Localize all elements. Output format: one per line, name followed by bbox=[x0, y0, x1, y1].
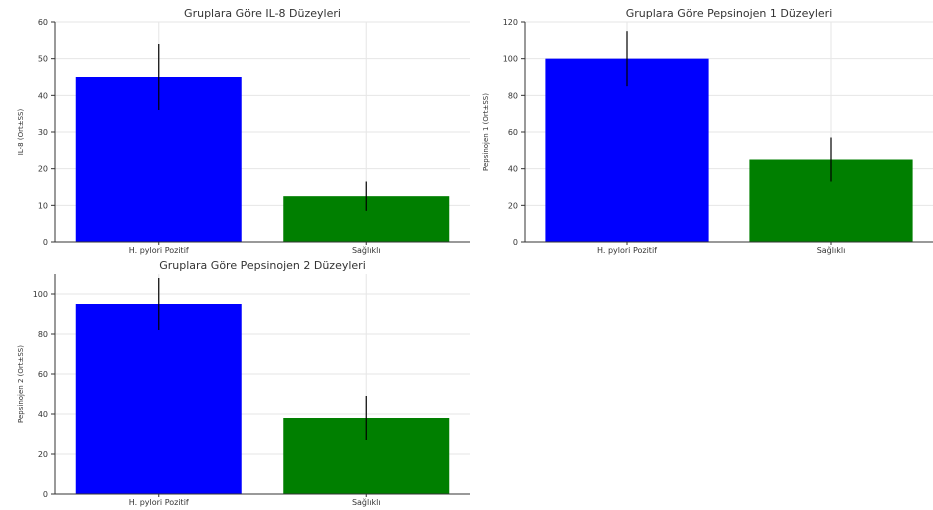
y-tick-label: 20 bbox=[508, 201, 518, 210]
y-tick-label: 60 bbox=[38, 18, 48, 27]
x-tick-label: H. pylori Pozitif bbox=[129, 246, 189, 255]
y-tick-label: 10 bbox=[38, 201, 48, 210]
y-axis-label: IL-8 (Ort±SS) bbox=[17, 109, 25, 156]
x-tick-label: Sağlıklı bbox=[352, 246, 381, 255]
x-tick-label: Sağlıklı bbox=[817, 246, 846, 255]
y-tick-label: 80 bbox=[38, 330, 48, 339]
y-tick-label: 50 bbox=[38, 55, 48, 64]
x-tick-label: H. pylori Pozitif bbox=[597, 246, 657, 255]
y-tick-label: 0 bbox=[513, 238, 518, 247]
x-tick-label: Sağlıklı bbox=[352, 498, 381, 507]
bar bbox=[545, 58, 709, 242]
x-tick-label: H. pylori Pozitif bbox=[129, 498, 189, 507]
chart-title: Gruplara Göre Pepsinojen 1 Düzeyleri bbox=[626, 7, 833, 20]
y-tick-label: 60 bbox=[38, 370, 48, 379]
y-tick-label: 80 bbox=[508, 91, 518, 100]
y-tick-label: 60 bbox=[508, 128, 518, 137]
y-tick-label: 100 bbox=[33, 290, 48, 299]
y-tick-label: 100 bbox=[503, 55, 518, 64]
y-tick-label: 20 bbox=[38, 165, 48, 174]
chart-title: Gruplara Göre IL-8 Düzeyleri bbox=[184, 7, 341, 20]
y-tick-label: 0 bbox=[43, 490, 48, 499]
bar bbox=[75, 304, 242, 494]
y-axis-label: Pepsinojen 2 (Ort±SS) bbox=[17, 345, 25, 423]
y-tick-label: 30 bbox=[38, 128, 48, 137]
chart-title: Gruplara Göre Pepsinojen 2 Düzeyleri bbox=[159, 259, 366, 272]
y-tick-label: 40 bbox=[38, 91, 48, 100]
y-tick-label: 40 bbox=[508, 165, 518, 174]
y-tick-label: 120 bbox=[503, 18, 518, 27]
y-tick-label: 0 bbox=[43, 238, 48, 247]
y-axis-label: Pepsinojen 1 (Ort±SS) bbox=[482, 93, 490, 171]
y-tick-label: 40 bbox=[38, 410, 48, 419]
y-tick-label: 20 bbox=[38, 450, 48, 459]
